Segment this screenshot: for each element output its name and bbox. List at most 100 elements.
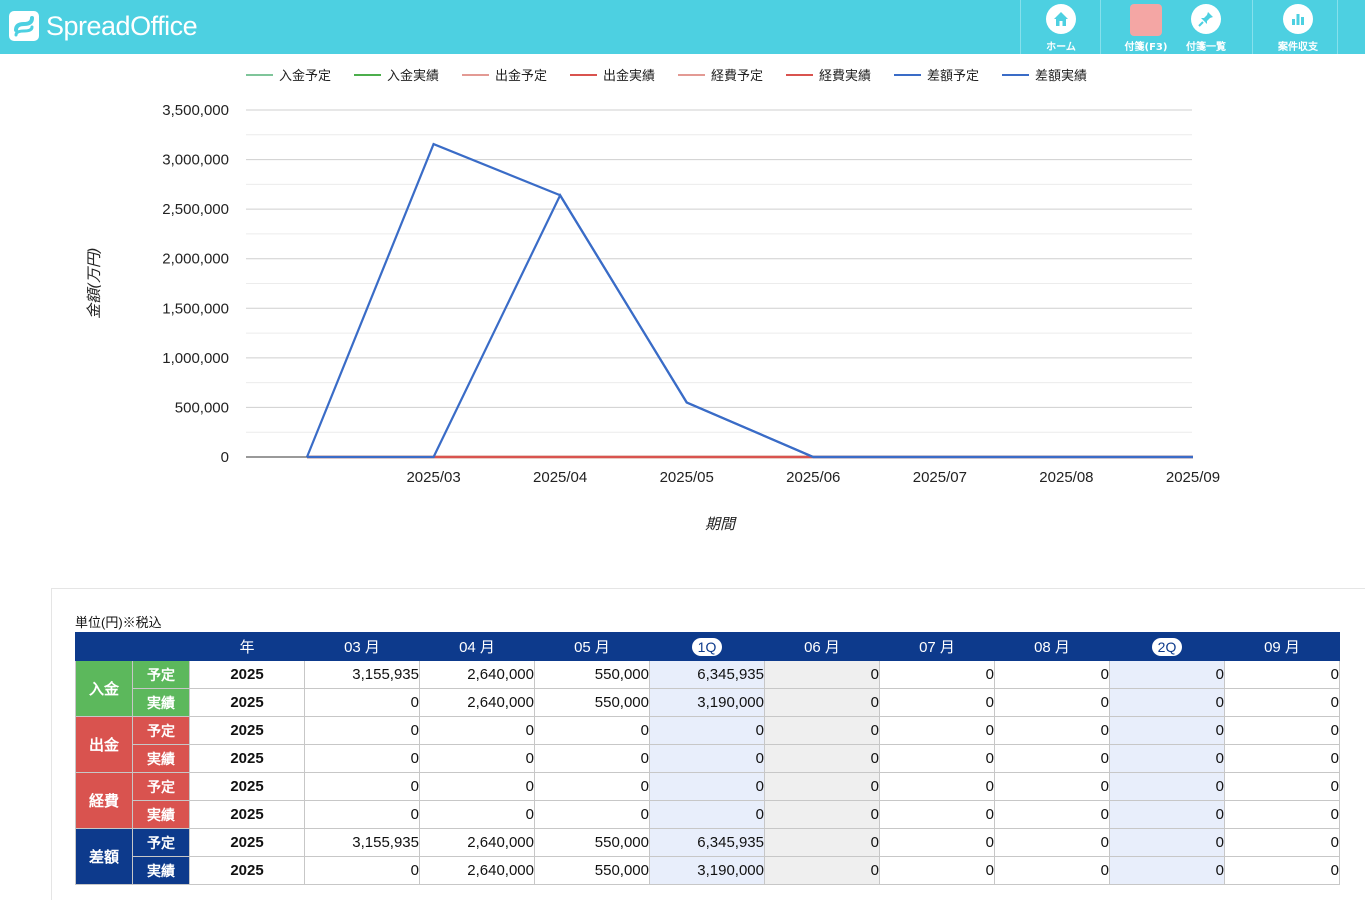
- y-tick-label: 2,500,000: [162, 201, 229, 218]
- header-divider: [1252, 0, 1253, 54]
- table-row: 経費 予定 2025 0 0 0 0 0 0 0 0 0: [75, 772, 1340, 829]
- month-header: 05 月: [534, 632, 650, 661]
- project-balance-button[interactable]: 案件収支: [1259, 0, 1337, 54]
- header-divider: [1100, 0, 1101, 54]
- value-cell[interactable]: 0: [994, 716, 1110, 745]
- value-cell[interactable]: 0: [764, 744, 880, 773]
- value-cell[interactable]: 2,640,000: [419, 688, 535, 717]
- value-cell[interactable]: 0: [994, 744, 1110, 773]
- app-logo[interactable]: SpreadOffice: [8, 9, 198, 43]
- value-cell[interactable]: 0: [534, 744, 650, 773]
- value-cell[interactable]: 0: [1224, 800, 1340, 829]
- value-cell[interactable]: 0: [304, 856, 420, 885]
- balance-chart: 3,500,000 3,000,000 2,500,000 2,000,000 1,50…: [0, 54, 1365, 554]
- value-cell[interactable]: 0: [879, 772, 995, 801]
- quarter-total-cell[interactable]: 6,345,935: [649, 660, 765, 689]
- value-cell[interactable]: 0: [764, 828, 880, 857]
- value-cell[interactable]: 0: [994, 856, 1110, 885]
- value-cell[interactable]: 0: [879, 660, 995, 689]
- quarter-total-cell[interactable]: 0: [1109, 772, 1225, 801]
- value-cell[interactable]: 550,000: [534, 828, 650, 857]
- bar-chart-icon: [1283, 4, 1313, 34]
- value-cell[interactable]: 0: [994, 772, 1110, 801]
- quarter-total-cell[interactable]: 0: [1109, 716, 1225, 745]
- value-cell[interactable]: 2,640,000: [419, 856, 535, 885]
- value-cell[interactable]: 0: [1224, 856, 1340, 885]
- legend-label: 差額予定: [927, 69, 979, 84]
- value-cell[interactable]: 0: [994, 800, 1110, 829]
- year-cell: 2025: [189, 744, 305, 773]
- value-cell[interactable]: 0: [534, 716, 650, 745]
- quarter-total-cell[interactable]: 3,190,000: [649, 688, 765, 717]
- value-cell[interactable]: 550,000: [534, 688, 650, 717]
- value-cell[interactable]: 0: [419, 716, 535, 745]
- value-cell[interactable]: 0: [879, 828, 995, 857]
- value-cell[interactable]: 0: [304, 744, 420, 773]
- value-cell[interactable]: 3,155,935: [304, 828, 420, 857]
- y-tick-label: 1,500,000: [162, 300, 229, 317]
- value-cell[interactable]: 0: [1224, 688, 1340, 717]
- value-cell[interactable]: 0: [1224, 744, 1340, 773]
- row-type-label: 実績: [132, 856, 190, 885]
- value-cell[interactable]: 0: [1224, 660, 1340, 689]
- value-cell[interactable]: 0: [879, 744, 995, 773]
- value-cell[interactable]: 0: [304, 716, 420, 745]
- home-button[interactable]: ホーム: [1022, 0, 1100, 54]
- quarter-total-cell[interactable]: 0: [1109, 660, 1225, 689]
- quarter-total-cell[interactable]: 3,190,000: [649, 856, 765, 885]
- table-row: 実績 2025 0 0 0 0 0 0 0 0 0: [76, 800, 1340, 829]
- quarter-total-cell[interactable]: 0: [649, 716, 765, 745]
- sticky-note-button-label: 付箋(F3): [1124, 42, 1168, 53]
- value-cell[interactable]: 0: [764, 856, 880, 885]
- row-type-label: 予定: [132, 716, 190, 745]
- value-cell[interactable]: 0: [304, 800, 420, 829]
- row-type-label: 実績: [132, 744, 190, 773]
- app-header: SpreadOffice ホーム 付箋(F3) 付箋一覧 案件収支: [0, 0, 1365, 54]
- year-cell: 2025: [189, 828, 305, 857]
- value-cell[interactable]: 0: [764, 800, 880, 829]
- quarter-total-cell[interactable]: 0: [649, 772, 765, 801]
- value-cell[interactable]: 0: [1224, 828, 1340, 857]
- value-cell[interactable]: 0: [764, 688, 880, 717]
- value-cell[interactable]: 550,000: [534, 660, 650, 689]
- quarter-total-cell[interactable]: 0: [649, 744, 765, 773]
- table-header-row: 年 03 月 04 月 05 月 1Q 06 月 07 月 08 月 2Q 09 月: [75, 632, 1340, 661]
- value-cell[interactable]: 0: [419, 744, 535, 773]
- value-cell[interactable]: 2,640,000: [419, 828, 535, 857]
- value-cell[interactable]: 550,000: [534, 856, 650, 885]
- quarter-total-cell[interactable]: 6,345,935: [649, 828, 765, 857]
- value-cell[interactable]: 0: [994, 688, 1110, 717]
- legend-label: 入金予定: [279, 68, 331, 84]
- value-cell[interactable]: 0: [764, 660, 880, 689]
- value-cell[interactable]: 0: [1224, 772, 1340, 801]
- quarter-total-cell[interactable]: 0: [649, 800, 765, 829]
- value-cell[interactable]: 0: [304, 688, 420, 717]
- value-cell[interactable]: 0: [419, 800, 535, 829]
- quarter-total-cell[interactable]: 0: [1109, 688, 1225, 717]
- quarter-total-cell[interactable]: 0: [1109, 800, 1225, 829]
- quarter-total-cell[interactable]: 0: [1109, 828, 1225, 857]
- sticky-note-button[interactable]: 付箋(F3): [1120, 0, 1172, 54]
- x-tick-label: 2025/09: [1166, 469, 1220, 486]
- value-cell[interactable]: 0: [879, 800, 995, 829]
- value-cell[interactable]: 0: [304, 772, 420, 801]
- quarter-header: 1Q: [649, 632, 765, 661]
- value-cell[interactable]: 0: [534, 800, 650, 829]
- quarter-total-cell[interactable]: 0: [1109, 744, 1225, 773]
- value-cell[interactable]: 2,640,000: [419, 660, 535, 689]
- value-cell[interactable]: 0: [994, 828, 1110, 857]
- value-cell[interactable]: 0: [534, 772, 650, 801]
- value-cell[interactable]: 0: [419, 772, 535, 801]
- value-cell[interactable]: 0: [764, 716, 880, 745]
- value-cell[interactable]: 0: [1224, 716, 1340, 745]
- sticky-list-button[interactable]: 付箋一覧: [1178, 0, 1234, 54]
- quarter-total-cell[interactable]: 0: [1109, 856, 1225, 885]
- value-cell[interactable]: 0: [879, 688, 995, 717]
- y-tick-label: 0: [221, 449, 229, 466]
- value-cell[interactable]: 0: [764, 772, 880, 801]
- value-cell[interactable]: 0: [879, 716, 995, 745]
- value-cell[interactable]: 0: [994, 660, 1110, 689]
- x-tick-label: 2025/08: [1039, 469, 1093, 486]
- value-cell[interactable]: 0: [879, 856, 995, 885]
- value-cell[interactable]: 3,155,935: [304, 660, 420, 689]
